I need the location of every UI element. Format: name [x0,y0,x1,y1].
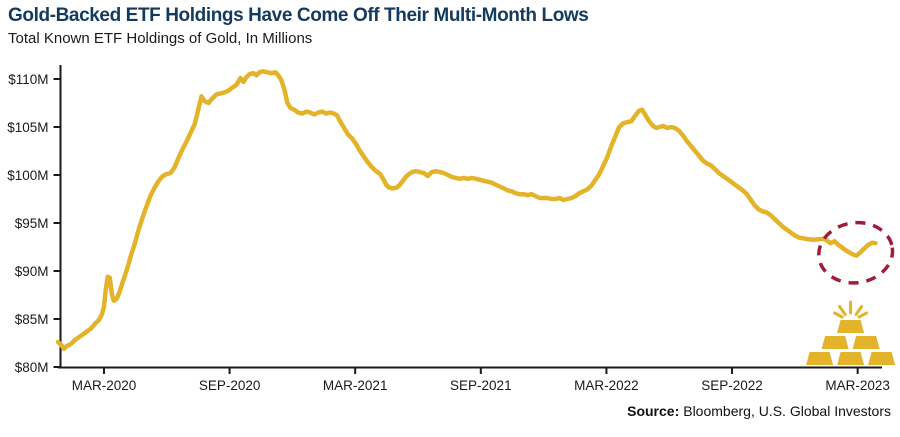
sparkle-ray [838,305,847,316]
y-tick-label: $80M [15,360,49,375]
sparkle-ray [857,311,869,319]
x-tick-label: MAR-2023 [825,378,890,393]
holdings-line [55,69,878,352]
source-text: Bloomberg, U.S. Global Investors [683,403,891,419]
y-tick-label: $95M [15,216,49,231]
gold-ingot [821,336,849,349]
page-subtitle: Total Known ETF Holdings of Gold, In Mil… [8,29,313,47]
sparkle-ray [854,305,864,316]
y-tick-label: $110M [8,72,48,87]
gold-bars-icon [806,300,896,365]
x-tick-label: SEP-2020 [199,378,261,393]
chart-header: Gold-Backed ETF Holdings Have Come Off T… [8,4,892,47]
y-tick-label: $90M [15,264,49,279]
x-tick-label: SEP-2022 [701,378,763,393]
source-label: Source: [627,403,680,419]
sparkle-ray [833,311,844,319]
source-note: Source: Bloomberg, U.S. Global Investors [627,403,891,419]
gold-ingot [852,336,880,349]
y-tick-label: $105M [7,120,48,135]
y-tick-label: $85M [15,312,49,327]
x-tick-label: MAR-2022 [574,378,639,393]
gold-ingot [806,352,834,365]
gold-ingot [837,320,865,333]
x-tick-label: MAR-2021 [323,378,388,393]
y-tick-label: $100M [7,168,48,183]
x-tick-label: SEP-2021 [450,378,512,393]
x-tick-label: MAR-2020 [72,378,137,393]
gold-ingot [837,352,865,365]
page-title: Gold-Backed ETF Holdings Have Come Off T… [8,5,589,26]
gold-ingot [868,352,896,365]
highlight-ellipse [817,220,895,285]
